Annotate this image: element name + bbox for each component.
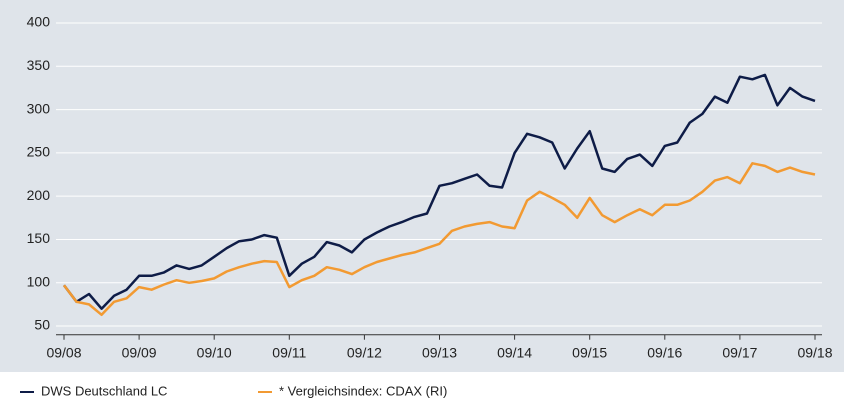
x-tick-label: 09/13 xyxy=(422,344,457,360)
series-line xyxy=(63,162,816,317)
x-tick-label: 09/09 xyxy=(122,344,157,360)
legend-label: DWS Deutschland LC xyxy=(41,383,167,398)
x-tick-label: 09/10 xyxy=(197,344,232,360)
x-tick-label: 09/15 xyxy=(572,344,607,360)
y-tick-label: 250 xyxy=(27,144,51,160)
x-tick-label: 09/18 xyxy=(797,344,832,360)
y-tick-label: 200 xyxy=(27,187,51,203)
x-tick-label: 09/12 xyxy=(347,344,382,360)
y-tick-label: 50 xyxy=(34,317,50,333)
x-tick-label: 09/17 xyxy=(722,344,757,360)
y-tick-label: 350 xyxy=(27,57,51,73)
series-line xyxy=(63,73,816,310)
x-tick-label: 09/11 xyxy=(272,344,306,360)
y-tick-label: 150 xyxy=(27,230,51,246)
x-tick-label: 09/14 xyxy=(497,344,532,360)
x-tick-label: 09/16 xyxy=(647,344,682,360)
legend-label: * Vergleichsindex: CDAX (RI) xyxy=(279,383,447,398)
plot-background xyxy=(0,0,844,372)
y-tick-label: 400 xyxy=(27,14,51,30)
y-tick-label: 100 xyxy=(27,273,51,289)
y-tick-label: 300 xyxy=(27,100,51,116)
x-tick-label: 09/08 xyxy=(46,344,81,360)
